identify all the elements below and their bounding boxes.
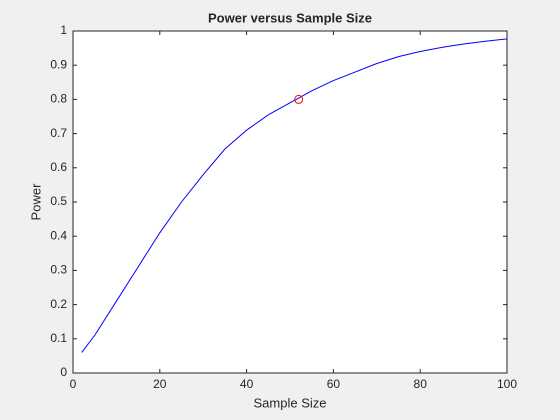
x-tick-label: 0 — [70, 377, 77, 391]
chart-title: Power versus Sample Size — [208, 10, 372, 25]
y-tick-label: 0.7 — [50, 126, 67, 140]
line — [81, 38, 508, 353]
y-tick-label: 0.3 — [50, 263, 67, 277]
y-axis-label: Power — [28, 183, 43, 221]
y-tick-label: 0 — [60, 365, 67, 379]
plot-area — [72, 30, 508, 374]
x-tick-label: 100 — [497, 377, 517, 391]
x-tick-label: 40 — [240, 377, 254, 391]
y-tick-label: 1 — [60, 23, 67, 37]
x-tick-label: 20 — [153, 377, 167, 391]
y-tick-label: 0.4 — [50, 228, 67, 242]
y-tick-label: 0.9 — [50, 57, 67, 71]
y-tick-label: 0.8 — [50, 92, 67, 106]
y-tick-label: 0.6 — [50, 160, 67, 174]
x-tick-label: 80 — [414, 377, 428, 391]
y-tick-label: 0.2 — [50, 297, 67, 311]
y-tick-label: 0.5 — [50, 194, 67, 208]
x-axis-label: Sample Size — [254, 395, 327, 410]
y-tick-label: 0.1 — [50, 331, 67, 345]
marker — [294, 94, 304, 104]
x-tick-label: 60 — [327, 377, 341, 391]
